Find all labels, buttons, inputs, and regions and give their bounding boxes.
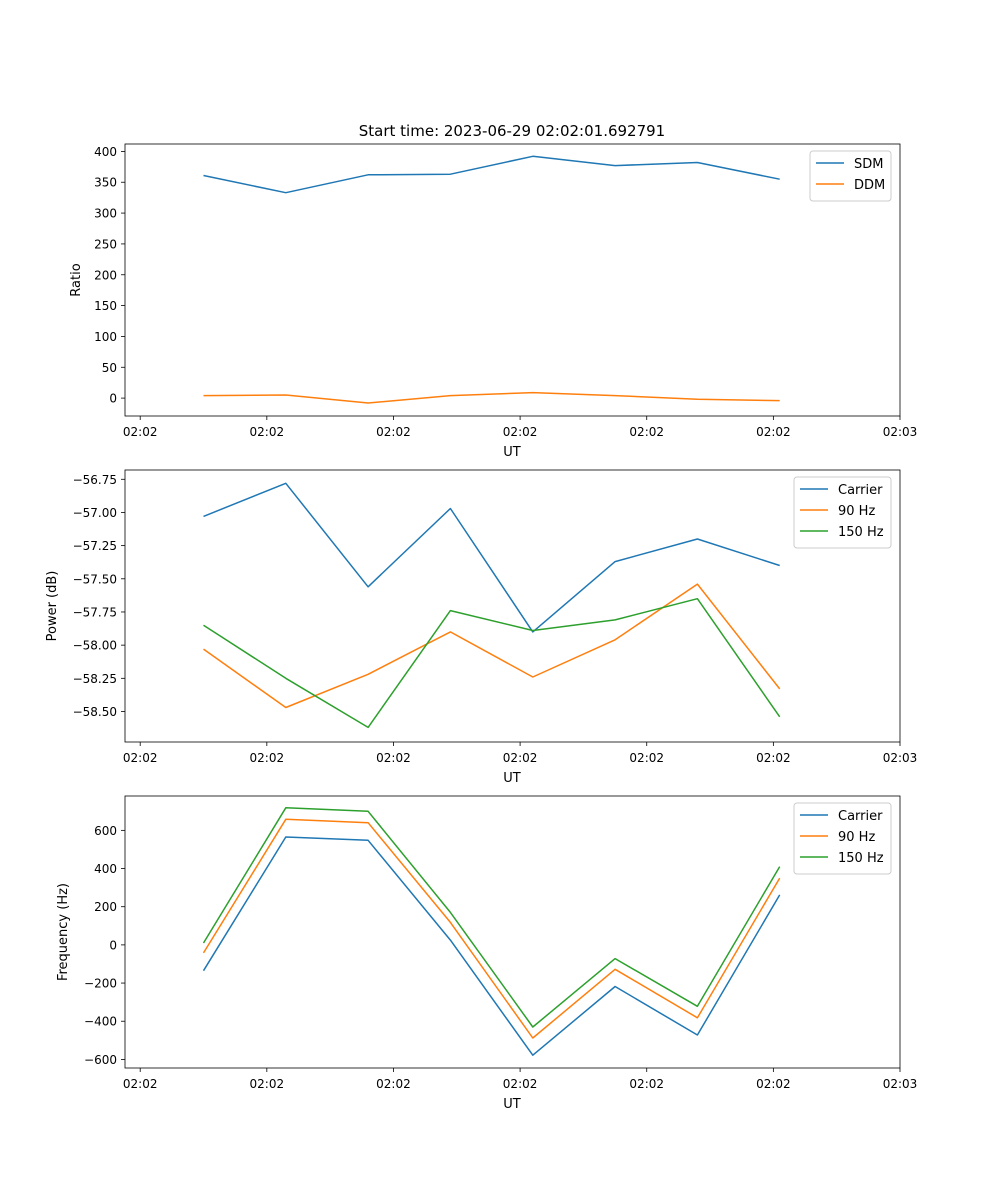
x-tick-label: 02:02 [376,1077,411,1091]
plot-area [124,795,901,1069]
series-line-sdm [203,155,780,194]
x-tick-label: 02:02 [250,1077,285,1091]
chart-panel-3: 02:02 02:02 02:02 02:02 02:02 02:02 02:03 −600 −… [56,795,918,1112]
x-tick-label: 02:02 [756,425,791,439]
x-tick-label: 02:02 [629,425,664,439]
y-tick-label: −57.25 [73,539,117,553]
y-tick-label: −58.00 [73,639,117,653]
y-tick-label: 300 [94,207,117,221]
y-tick-label: 150 [94,299,117,313]
series-line-90-hz [202,818,781,1039]
legend-label: 150 Hz [838,851,884,866]
y-tick-label: 50 [102,361,117,375]
legend-label: SDM [854,157,883,172]
y-tick-label: −600 [84,1053,117,1067]
x-tick-label: 02:02 [250,751,285,765]
x-tick-label: 02:03 [883,425,918,439]
x-tick-label: 02:02 [123,1077,158,1091]
y-tick-label: 0 [109,392,117,406]
x-tick-label: 02:02 [756,751,791,765]
y-tick-label: −56.75 [73,473,117,487]
plot-area [124,143,901,417]
x-tick-label: 02:02 [503,425,538,439]
x-tick-label: 02:02 [756,1077,791,1091]
y-tick-label: −200 [84,977,117,991]
y-axis-label: Ratio [69,263,84,296]
x-tick-label: 02:02 [123,751,158,765]
plot-area [124,469,901,743]
x-tick-label: 02:02 [376,425,411,439]
y-axis-label: Power (dB) [45,571,60,642]
y-axis-label: Frequency (Hz) [56,883,71,981]
legend-label: Carrier [838,483,883,498]
x-axis-label: UT [503,771,521,786]
x-tick-label: 02:02 [376,751,411,765]
legend-label: 150 Hz [838,525,884,540]
legend-label: 90 Hz [838,830,875,845]
legend-label: DDM [854,178,885,193]
legend: Carrier 90 Hz 150 Hz [793,802,892,875]
x-tick-label: 02:02 [629,1077,664,1091]
y-tick-label: 350 [94,176,117,190]
y-tick-label: −57.50 [73,572,117,586]
y-tick-label: 0 [109,938,117,952]
y-tick-label: −57.75 [73,605,117,619]
x-tick-label: 02:02 [629,751,664,765]
x-axis-label: UT [503,445,521,460]
y-tick-label: 400 [94,862,117,876]
legend-label: 90 Hz [838,504,875,519]
series-line-carrier [202,836,781,1056]
y-tick-label: −58.25 [73,672,117,686]
y-tick-label: 200 [94,268,117,282]
y-tick-label: 600 [94,824,117,838]
x-tick-label: 02:02 [503,1077,538,1091]
x-tick-label: 02:02 [123,425,158,439]
y-tick-label: 250 [94,237,117,251]
x-axis-label: UT [503,1097,521,1112]
series-line-ddm [203,391,780,404]
y-tick-label: −57.00 [73,506,117,520]
legend-label: Carrier [838,809,883,824]
y-tick-label: 400 [94,145,117,159]
x-tick-label: 02:02 [250,425,285,439]
series-line-150-hz [202,807,781,1028]
chart-panel-2: 02:02 02:02 02:02 02:02 02:02 02:02 02:03 −58.5… [45,469,918,786]
y-tick-label: 100 [94,330,117,344]
figure-title: Start time: 2023-06-29 02:02:01.692791 [359,122,665,140]
x-tick-label: 02:03 [883,1077,918,1091]
y-tick-label: −58.50 [73,705,117,719]
legend: SDM DDM [809,150,892,202]
x-tick-label: 02:02 [503,751,538,765]
x-tick-label: 02:03 [883,751,918,765]
legend: Carrier 90 Hz 150 Hz [793,476,892,549]
series-line-90-hz [203,583,781,709]
series-line-carrier [203,482,780,633]
y-tick-label: −400 [84,1015,117,1029]
y-tick-label: 200 [94,900,117,914]
chart-panel-1: 02:02 02:02 02:02 02:02 02:02 02:02 02:03 0 50 10… [69,143,918,460]
series-line-150-hz [203,597,781,729]
